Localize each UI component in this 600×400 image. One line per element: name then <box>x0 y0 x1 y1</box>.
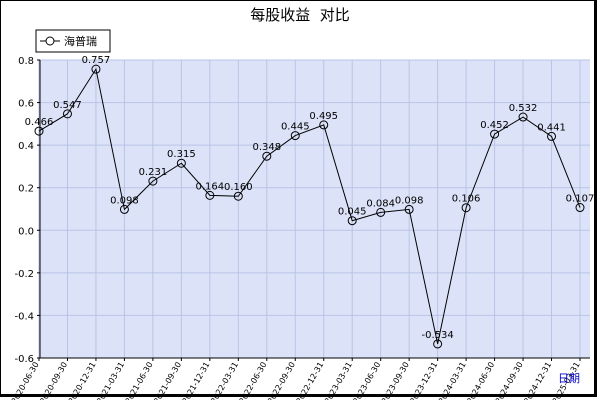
legend-marker <box>45 36 55 46</box>
data-point <box>347 216 357 226</box>
data-label: 0.348 <box>252 142 281 153</box>
x-tick-label: 2022-06-30 <box>237 361 268 400</box>
data-label: 0.084 <box>366 198 395 209</box>
y-tick-label: -0.2 <box>14 269 34 280</box>
series-line <box>38 67 581 345</box>
data-label: 0.098 <box>110 195 139 206</box>
data-label: -0.534 <box>422 330 454 341</box>
x-tick-label: 2023-12-31 <box>408 361 439 400</box>
data-label: 0.045 <box>338 207 367 218</box>
plot-area <box>40 60 590 358</box>
data-label: 0.757 <box>82 55 111 66</box>
x-tick-label: 2021-06-30 <box>124 361 155 400</box>
data-point <box>518 112 528 122</box>
x-tick-label: 2023-09-30 <box>380 361 411 400</box>
data-label: 0.495 <box>309 111 338 122</box>
data-label: 0.441 <box>537 122 566 133</box>
data-label: 0.547 <box>53 100 82 111</box>
x-tick-label: 2024-06-30 <box>465 361 496 400</box>
y-tick-label: 0.0 <box>18 226 34 237</box>
x-tick-label: 2022-03-31 <box>209 361 240 400</box>
data-label: 0.106 <box>452 194 481 205</box>
data-point <box>319 120 329 130</box>
data-label: 0.160 <box>224 182 253 193</box>
data-label: 0.466 <box>25 117 54 128</box>
y-tick-label: 0.6 <box>18 99 34 110</box>
data-label: 0.231 <box>139 167 168 178</box>
data-label: 0.445 <box>281 122 310 133</box>
y-tick-label: 0.8 <box>18 56 34 67</box>
chart-title: 每股收益 对比 <box>250 6 350 24</box>
x-tick-label: 2020-06-30 <box>10 361 41 400</box>
legend-box <box>35 29 111 53</box>
data-label: 0.098 <box>395 195 424 206</box>
x-tick-label: 2020-09-30 <box>38 361 69 400</box>
x-tick-label: 2024-03-31 <box>437 360 468 400</box>
data-point <box>376 207 386 217</box>
x-tick-label: 2022-12-31 <box>294 361 325 400</box>
data-point <box>205 190 215 200</box>
data-point <box>547 131 557 141</box>
data-point <box>575 203 585 213</box>
data-point <box>262 151 272 161</box>
data-label: 0.164 <box>196 181 225 192</box>
data-point <box>490 129 500 139</box>
legend: 海普瑞 <box>35 29 111 53</box>
data-label: 0.107 <box>566 194 595 205</box>
legend-label: 海普瑞 <box>64 34 97 48</box>
y-tick-label: -0.4 <box>14 311 34 322</box>
axes <box>39 60 590 359</box>
data-point <box>233 191 243 201</box>
x-tick-label: 2024-12-31 <box>522 361 553 400</box>
data-point <box>461 203 471 213</box>
y-tick-labels: 0.8 0.6 0.4 0.2 0.0 -0.2 -0.4 -0.6 <box>14 56 40 365</box>
x-tick-label: 2021-03-31 <box>95 361 126 400</box>
data-point <box>62 109 72 119</box>
data-label: 0.315 <box>167 149 196 160</box>
y-tick-label: -0.6 <box>14 354 34 365</box>
x-tick-label: 2020-12-31 <box>67 361 98 400</box>
x-tick-label: 2021-12-31 <box>181 361 212 400</box>
x-axis-label: 日期 <box>558 372 580 385</box>
series-layer: 0.466 0.547 0.757 0.098 0.231 0.315 0.164 0.160… <box>25 55 595 349</box>
data-label: 0.532 <box>509 103 538 114</box>
data-label: 0.452 <box>480 120 509 131</box>
data-point <box>34 126 44 136</box>
y-tick-label: 0.4 <box>18 141 34 152</box>
x-tick-label: 2022-09-30 <box>266 361 297 400</box>
data-point <box>176 158 186 168</box>
data-point <box>91 64 101 74</box>
x-tick-label: 2023-03-31 <box>323 361 354 400</box>
x-tick-label: 2024-09-30 <box>494 361 525 400</box>
data-point <box>119 204 129 214</box>
data-point <box>148 176 158 186</box>
x-tick-label: 2023-06-30 <box>351 361 382 400</box>
x-tick-label: 2021-09-30 <box>152 361 183 400</box>
y-tick-label: 0.2 <box>18 184 34 195</box>
data-point <box>404 204 414 214</box>
x-tick-labels: 2020-06-302020-09-302020-12-312021-03-31… <box>10 358 582 400</box>
data-point <box>433 339 443 349</box>
data-point <box>290 131 300 141</box>
